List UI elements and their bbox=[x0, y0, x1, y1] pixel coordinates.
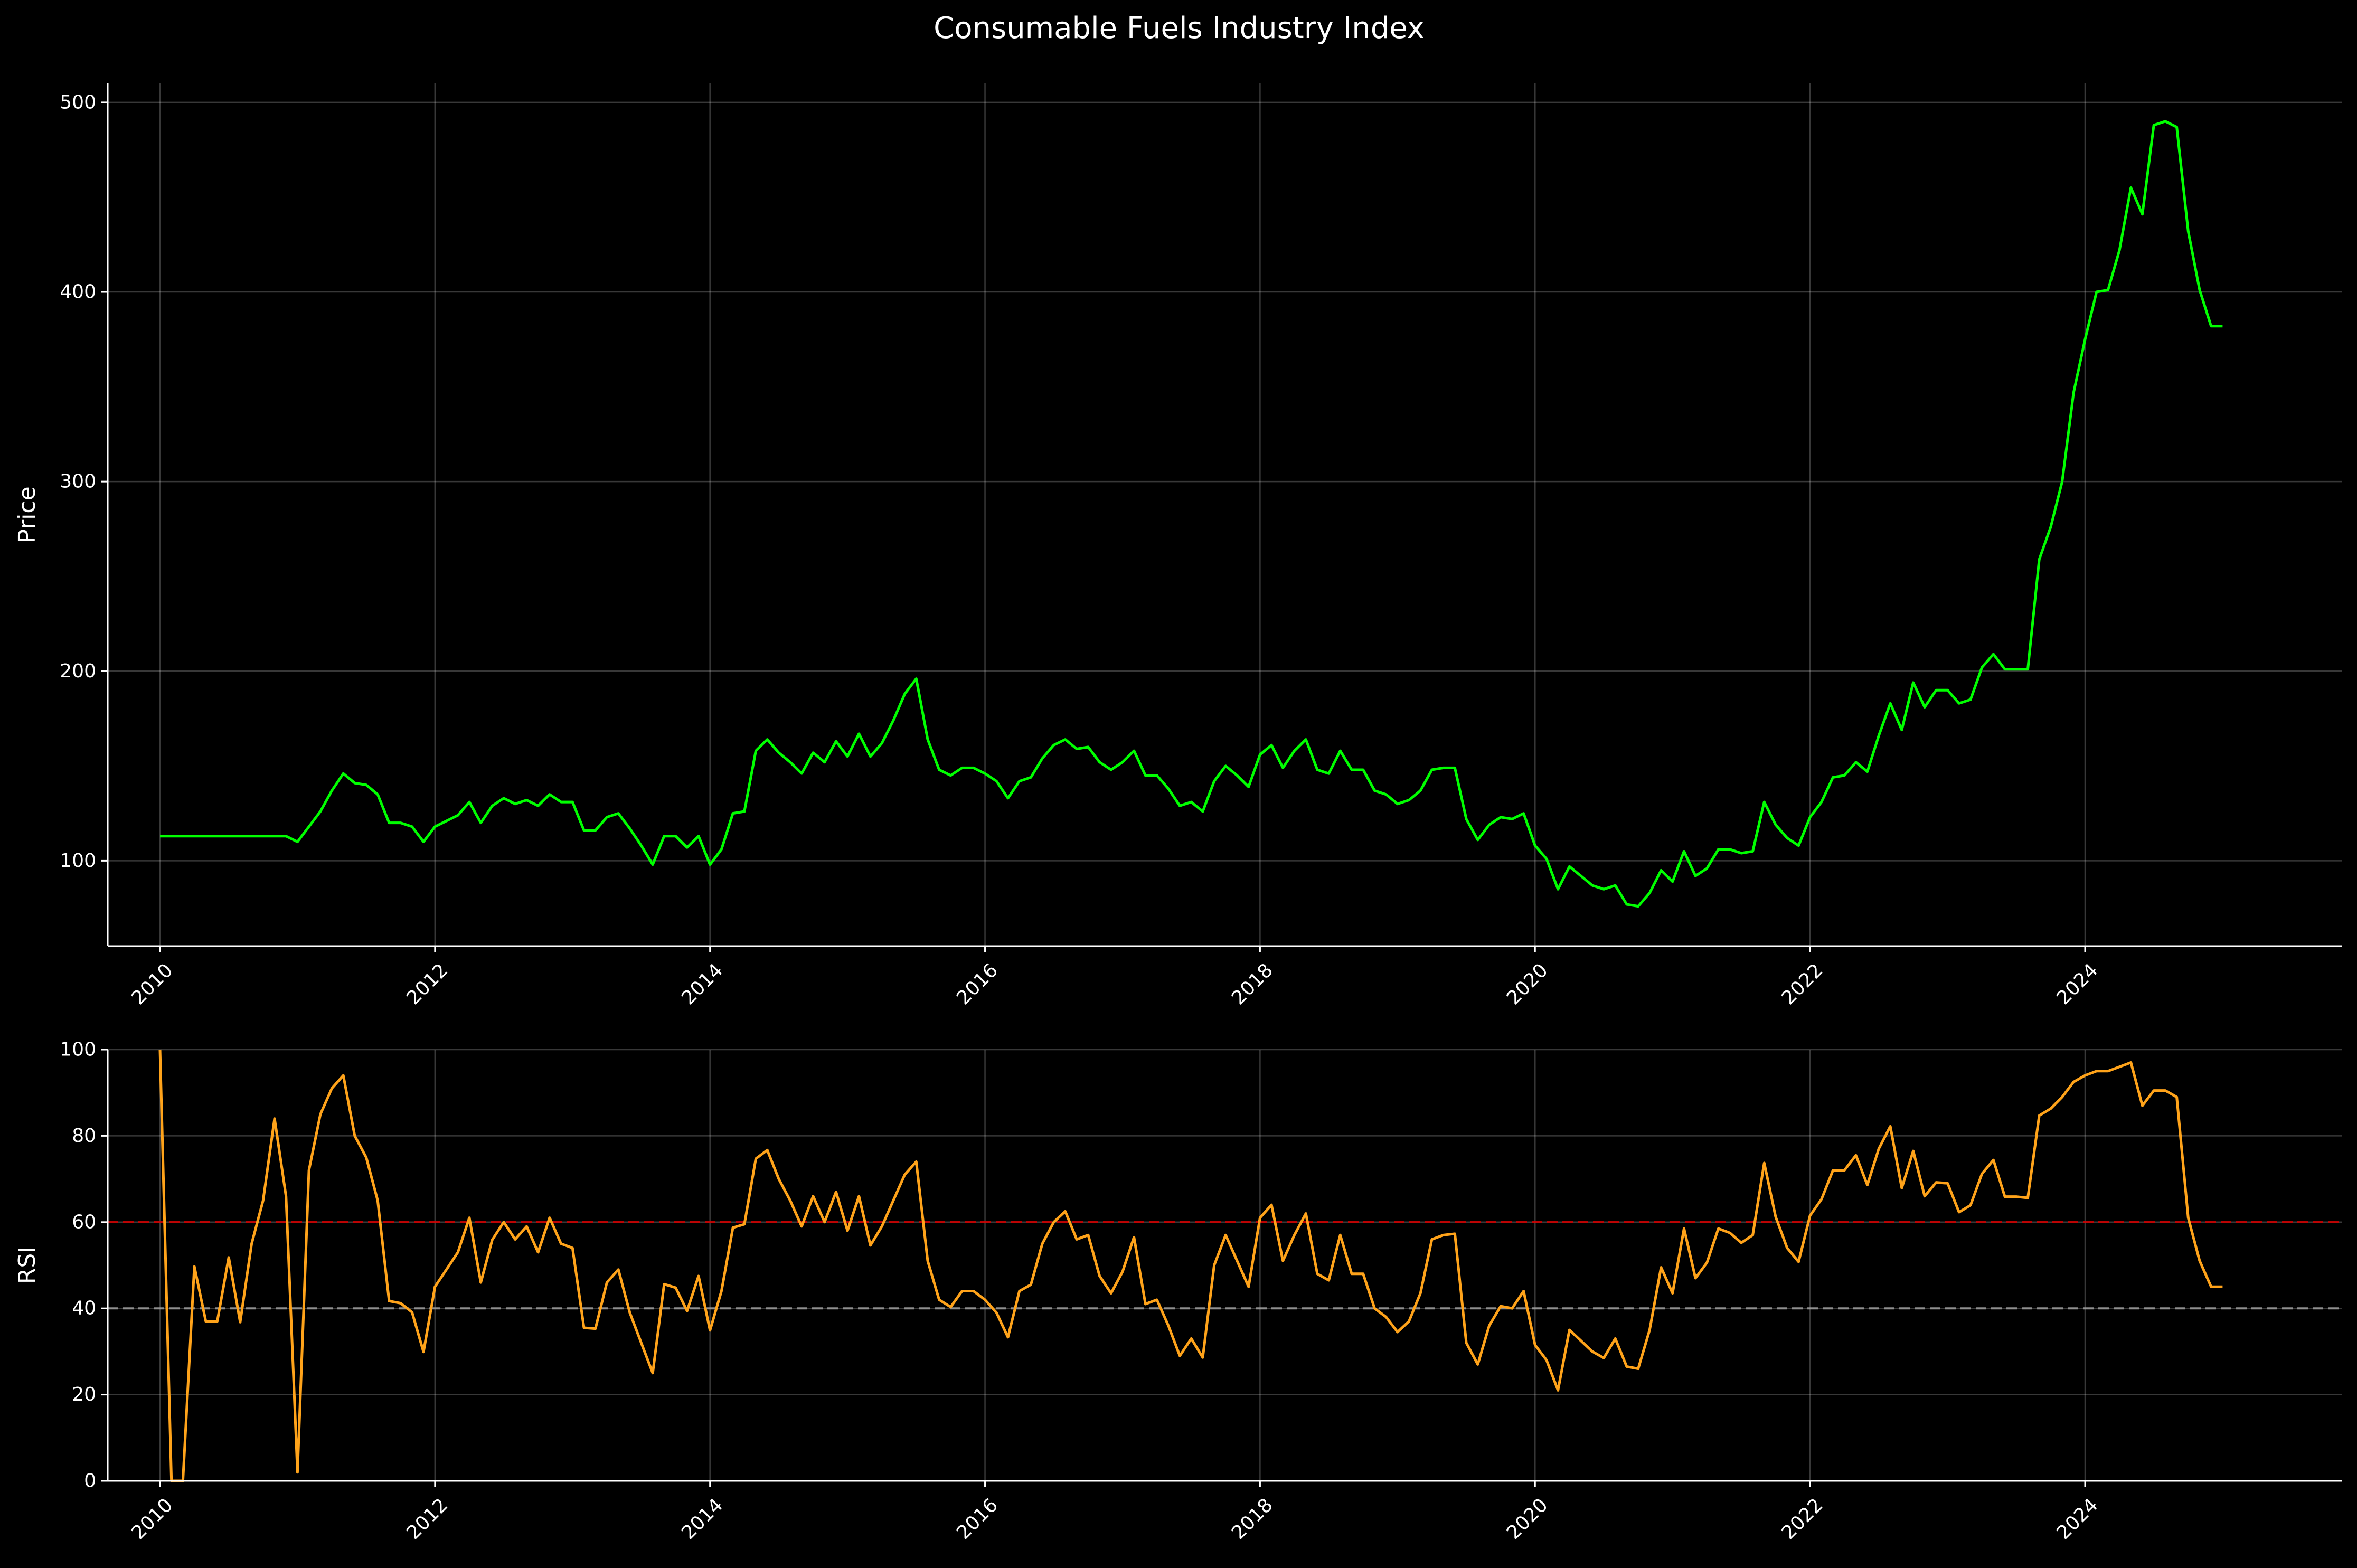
price-y-tick-label: 200 bbox=[60, 660, 96, 682]
price-gridlines bbox=[108, 83, 2342, 946]
price-series-line-0 bbox=[160, 120, 2223, 908]
price-series bbox=[160, 120, 2223, 908]
rsi-axes bbox=[107, 1050, 2342, 1482]
rsi-y-tick-label: 100 bbox=[60, 1039, 96, 1061]
rsi-reference-lines bbox=[108, 1221, 2342, 1310]
price-y-tick-label: 500 bbox=[60, 91, 96, 113]
rsi-y-axis-label: RSI bbox=[14, 1246, 41, 1284]
rsi-y-tick-label: 20 bbox=[72, 1384, 96, 1405]
price-y-ticks: 100 200 300 400 500 bbox=[60, 91, 108, 872]
price-axes bbox=[107, 83, 2342, 947]
rsi-y-tick-label: 40 bbox=[72, 1298, 96, 1319]
rsi-y-tick-label: 80 bbox=[72, 1125, 96, 1147]
price-y-tick-label: 100 bbox=[60, 850, 96, 872]
rsi-series-line-0 bbox=[158, 1049, 2223, 1482]
rsi-series bbox=[158, 1049, 2223, 1482]
rsi-y-ticks: 0 20 40 60 80 100 bbox=[60, 1039, 108, 1492]
rsi-y-tick-label: 60 bbox=[72, 1211, 96, 1233]
price-y-tick-label: 400 bbox=[60, 281, 96, 303]
price-y-axis-label: Price bbox=[14, 486, 41, 543]
price-y-tick-label: 300 bbox=[60, 471, 96, 493]
chart-title: Consumable Fuels Industry Index bbox=[934, 11, 1425, 45]
rsi-y-tick-label: 0 bbox=[84, 1470, 96, 1492]
